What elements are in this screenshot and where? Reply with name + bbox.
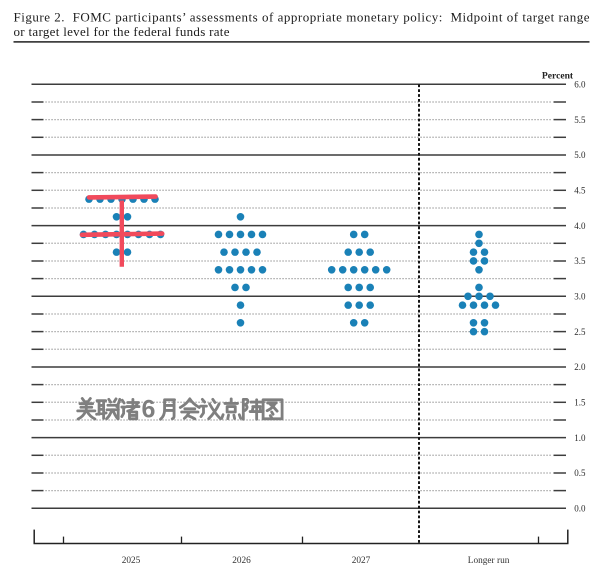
svg-text:6.0: 6.0 <box>574 80 586 90</box>
svg-text:2.5: 2.5 <box>574 327 586 337</box>
svg-text:6: 6 <box>141 396 155 424</box>
svg-text:Figure 2. FOMC participants’: Figure 2. FOMC participants’ assessments… <box>14 9 590 24</box>
svg-text:1.0: 1.0 <box>574 433 586 443</box>
svg-text:1.5: 1.5 <box>574 398 586 408</box>
svg-text:0.5: 0.5 <box>574 468 586 478</box>
svg-text:2026: 2026 <box>232 556 251 566</box>
svg-text:Longer run: Longer run <box>468 556 510 566</box>
svg-text:5.0: 5.0 <box>574 150 586 160</box>
svg-text:2.0: 2.0 <box>574 362 586 372</box>
svg-text:or target level for the federa: or target level for the federal funds ra… <box>14 24 230 39</box>
svg-text:4.5: 4.5 <box>574 186 586 196</box>
svg-text:2027: 2027 <box>352 556 371 566</box>
svg-text:3.0: 3.0 <box>574 292 586 302</box>
svg-text:4.0: 4.0 <box>574 221 586 231</box>
svg-text:3.5: 3.5 <box>574 256 586 266</box>
svg-text:5.5: 5.5 <box>574 115 586 125</box>
svg-text:Percent: Percent <box>542 71 574 82</box>
svg-text:0.0: 0.0 <box>574 504 586 514</box>
svg-text:2025: 2025 <box>122 556 141 566</box>
